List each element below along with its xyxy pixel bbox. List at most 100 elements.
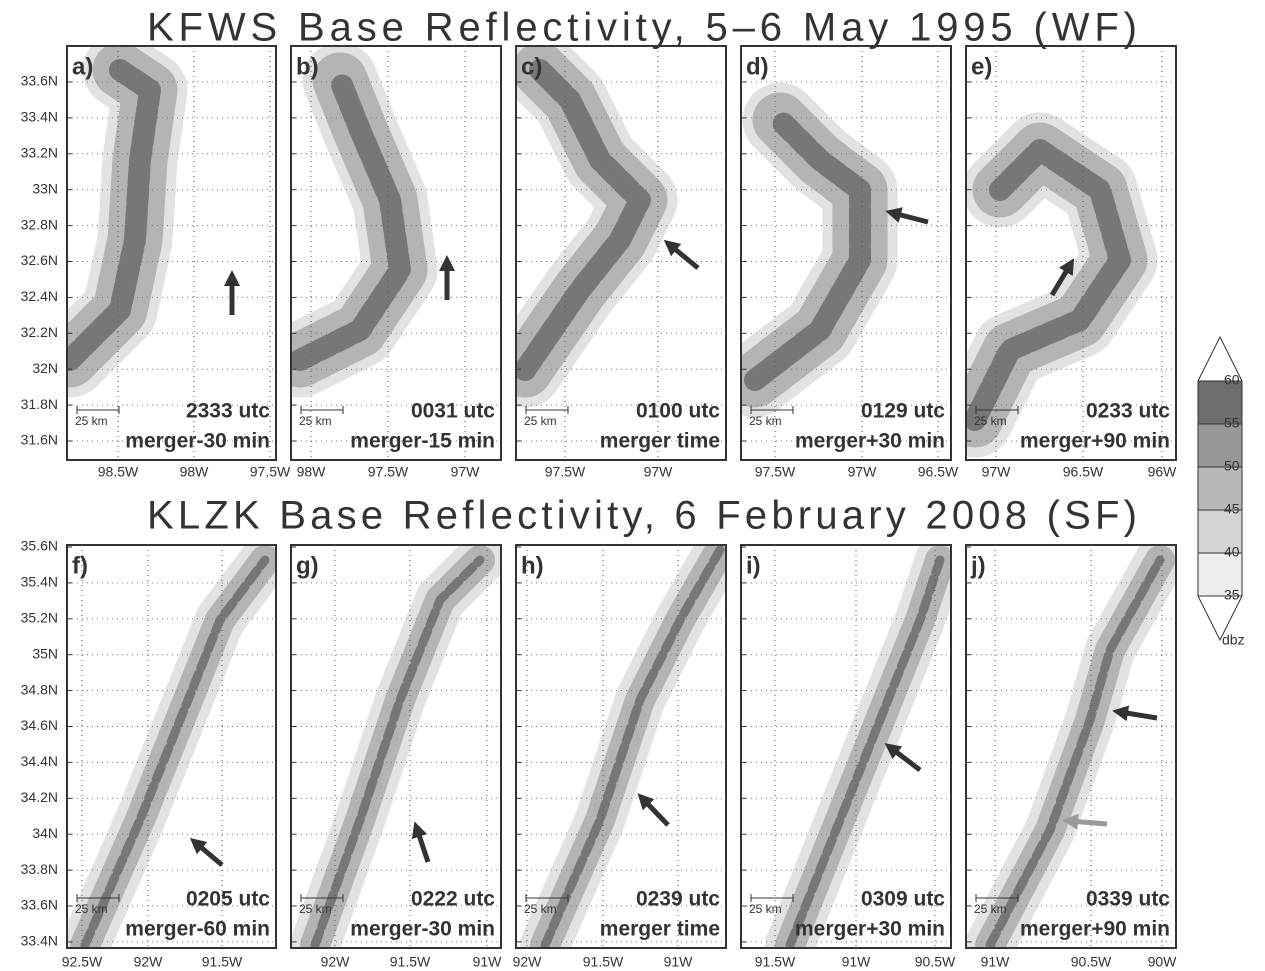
scale-label: 25 km [749,902,782,916]
panel-label: merger+30 min [795,430,945,453]
x-tick-label: 96W [1148,464,1178,480]
arrow [411,821,431,863]
colorbar-label: 35 [1224,587,1240,603]
scale-bar [975,894,1019,902]
panel-letter: j) [970,552,986,579]
panel-letter: i) [746,552,761,579]
reflectivity [291,545,501,948]
x-tick-label: 96.5W [918,464,959,480]
x-tick-label: 92W [321,954,351,970]
panel-frame [515,45,727,461]
panel-letter: g) [296,552,319,579]
y-tick-label: 33.4N [21,109,58,125]
x-tick-label: 92W [134,954,164,970]
reflectivity [67,46,188,398]
y-tick-label: 31.8N [21,396,58,412]
x-tick-label: 92.5W [62,954,103,970]
x-tick-label: 91W [664,954,694,970]
arrow [884,743,922,772]
panel-letter: d) [746,53,769,80]
x-tick-label: 96.5W [1063,464,1104,480]
x-tick-label: 91W [473,954,503,970]
y-tick-label: 34.4N [21,753,58,769]
panel-label: merger-60 min [125,918,270,941]
arrow [189,837,224,867]
y-tick-label: 35.6N [21,538,58,554]
echo-core [785,555,945,948]
reflectivity [67,545,276,948]
colorbar-box [1197,509,1243,554]
panel-frame [515,544,727,949]
scale-bar [300,894,344,902]
panel-letter: f) [72,552,88,579]
x-tick-label: 91W [842,954,872,970]
reflectivity [516,46,678,408]
panel-frame [66,544,277,949]
scale-label: 25 km [299,414,332,428]
scale-label: 25 km [974,902,1007,916]
x-tick-label: 98.5W [98,464,139,480]
y-tick-label: 33.2N [21,145,58,161]
y-tick-label: 34.6N [21,717,58,733]
y-tick-label: 34.8N [21,681,58,697]
panel-frame [66,45,277,461]
x-tick-label: 97W [848,464,878,480]
panel-label: merger time [600,430,720,453]
panel: 92W 91.5W 91W h) 0239 utc merger time 25 km [513,544,727,970]
reflectivity [966,545,1176,948]
echo-core [966,139,1131,431]
x-tick-label: 97.5W [545,464,586,480]
y-tick-label: 32.2N [21,324,58,340]
x-tick-label: 91.5W [390,954,431,970]
panel-time: 0339 utc [1086,888,1170,911]
echo-core [540,545,725,948]
y-tick-label: 34.2N [21,789,58,805]
row-title: KLZK Base Reflectivity, 6 February 2008 … [147,494,1137,538]
panel: 97.5W 97W c) 0100 utc merger time 25 km [515,45,727,480]
scale-label: 25 km [75,902,108,916]
scale-bar [525,894,569,902]
row-title: KFWS Base Reflectivity, 5–6 May 1995 (WF… [147,6,1137,50]
x-tick-label: 92W [513,954,543,970]
scale-bar [76,894,120,902]
scale-bar [76,406,120,414]
panel-frame [965,45,1177,461]
reflectivity [765,545,951,948]
y-tick-label: 32N [32,360,58,376]
arrow [1049,258,1075,297]
panel-label: merger-30 min [125,430,270,453]
panel-frame [290,544,502,949]
panel-label: merger-30 min [350,918,495,941]
scale-label: 25 km [524,414,557,428]
scale-bar [300,406,344,414]
y-tick-label: 35.4N [21,574,58,590]
y-tick-label: 31.6N [21,432,58,448]
panel-time: 0031 utc [411,400,495,423]
x-tick-label: 98W [297,464,327,480]
x-tick-label: 97.5W [755,464,796,480]
panel-time: 0129 utc [861,400,945,423]
echo-core [80,555,270,948]
arrow [885,207,929,225]
x-tick-label: 91.5W [202,954,243,970]
panel-time: 0239 utc [636,888,720,911]
scale-bar [525,406,569,414]
panel-time: 2333 utc [186,400,270,423]
y-tick-label: 33.6N [21,73,58,89]
x-tick-label: 97W [644,464,674,480]
arrow [1062,813,1108,830]
panel-frame [740,544,952,949]
scale-label: 25 km [749,414,782,428]
x-tick-label: 91.5W [583,954,624,970]
panel-time: 0309 utc [861,888,945,911]
colorbar-label: 60 [1224,372,1240,388]
panel: 92W 91.5W 91W g) 0222 utc merger-30 min 25 km [290,544,503,970]
panel: 98.5W 98W 97.5W a) 2333 utc merger-30 min 25 k… [66,45,291,480]
colorbar-label: 40 [1224,544,1240,560]
reflectivity [520,545,726,948]
panel-frame [965,544,1177,949]
y-tick-label: 32.6N [21,252,58,268]
x-tick-label: 97.5W [250,464,291,480]
reflectivity [291,46,438,398]
panel-label: merger+90 min [1020,918,1170,941]
